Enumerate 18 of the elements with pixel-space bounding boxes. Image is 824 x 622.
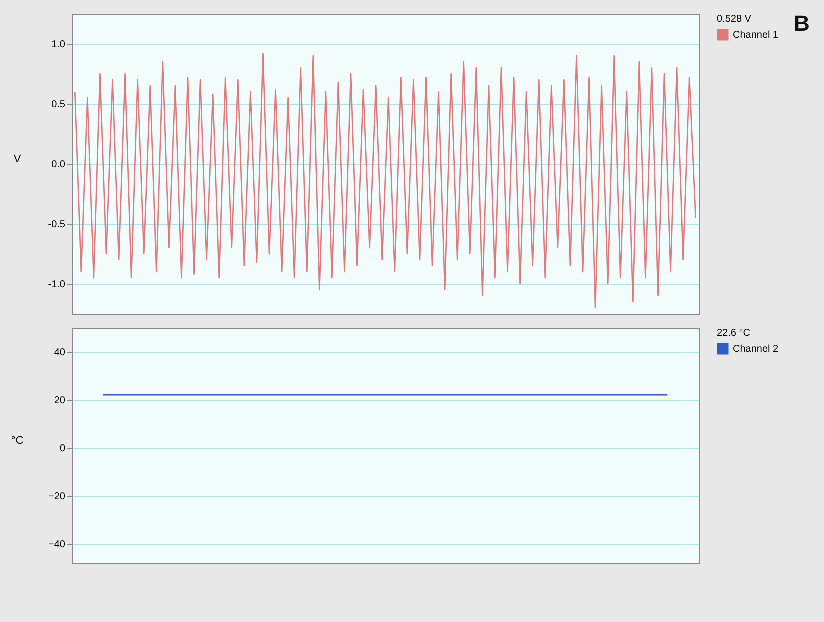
y-tick-label: 0 — [60, 443, 66, 454]
y-axis-title: °C — [11, 435, 24, 447]
y-tick-label: 1.0 — [52, 40, 66, 50]
line-series — [74, 52, 697, 309]
legend-label: Channel 2 — [733, 344, 780, 355]
y-tick-label: 40 — [54, 347, 66, 358]
y-tick-label: -0.5 — [48, 220, 66, 230]
y-tick-label: 20 — [54, 395, 66, 406]
text: B — [794, 11, 810, 36]
y-axis-title: V — [14, 154, 22, 166]
y-tick-label: −40 — [48, 539, 66, 550]
legend-title: 0.528 V — [717, 14, 752, 25]
y-tick-label: 0.0 — [52, 160, 66, 170]
legend-label: Channel 1 — [733, 30, 780, 41]
y-tick-label: −20 — [48, 491, 66, 502]
y-tick-label: 0.5 — [52, 100, 66, 110]
legend-title: 22.6 °C — [717, 328, 750, 339]
y-tick-label: -1.0 — [48, 280, 66, 290]
